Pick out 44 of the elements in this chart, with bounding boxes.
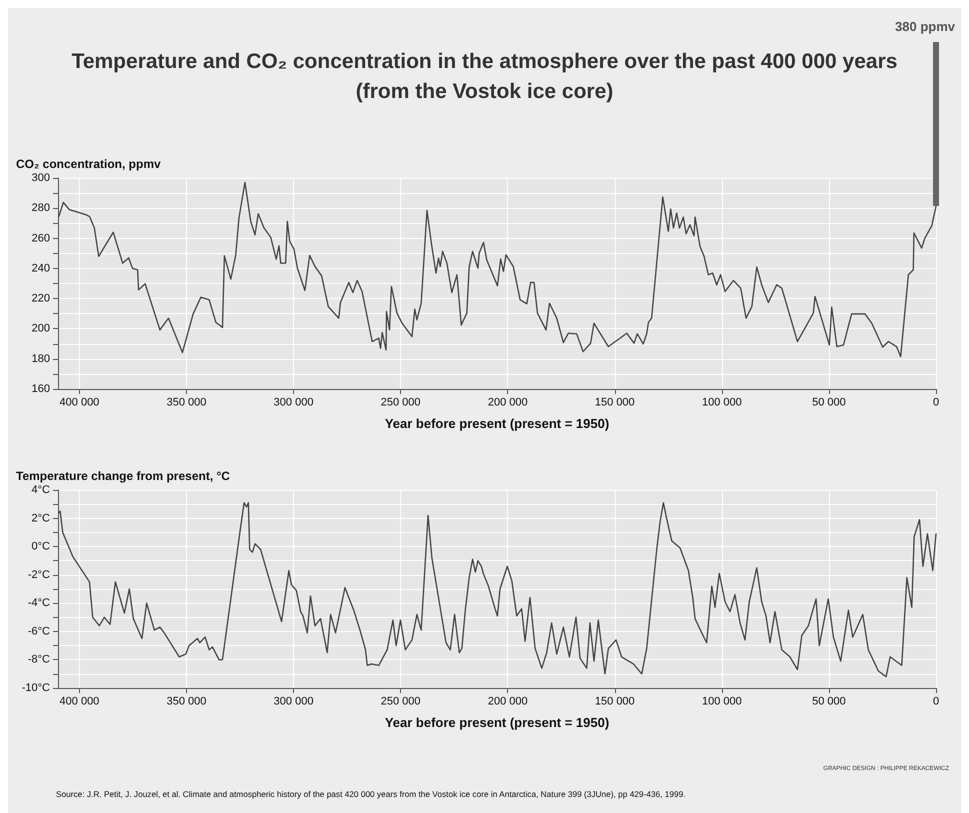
- x-tick-label: 100 000: [702, 696, 742, 708]
- y-tick-label: 2°C: [32, 512, 50, 524]
- x-tick-label: 350 000: [166, 696, 206, 708]
- chart-subtitle: (from the Vostok ice core): [356, 80, 614, 103]
- y-tick-label: 280: [32, 202, 50, 214]
- y-tick-label: 180: [32, 352, 50, 365]
- y-tick-label: 300: [32, 172, 50, 184]
- chart-title: Temperature and CO₂ concentration in the atmosphere over the past 400 000 years: [72, 50, 898, 73]
- y-tick-label: 160: [32, 383, 50, 395]
- y-tick-label: 4°C: [32, 484, 50, 496]
- x-tick-label: 250 000: [380, 696, 421, 708]
- x-tick-label: 150 000: [594, 396, 635, 408]
- x-tick-label: 200 000: [488, 396, 528, 408]
- x-tick-label: 50 000: [812, 696, 846, 708]
- x-tick-label: 250 000: [380, 396, 421, 408]
- x-axis-title: Year before present (present = 1950): [384, 715, 610, 730]
- x-tick-label: 400 000: [60, 696, 100, 708]
- y-tick-label: 0°C: [32, 540, 50, 553]
- x-tick-label: 100 000: [702, 396, 742, 408]
- x-tick-label: 300 000: [274, 696, 314, 708]
- source-note: Source: J.R. Petit, J. Jouzel, et al. Climate and atmospheric history of the past 420 000 years from the Vostok ice core in Antarctica, Nature 399 (3JUne), pp 429-436, 1999.: [56, 789, 686, 799]
- x-tick-label: 0: [932, 396, 940, 408]
- y-axis-title: CO₂ concentration, ppmv: [16, 157, 162, 171]
- y-tick-label: -4°C: [28, 597, 50, 610]
- y-tick-label: -8°C: [28, 654, 50, 666]
- x-tick-label: 200 000: [488, 696, 528, 708]
- y-tick-label: 220: [32, 292, 50, 305]
- x-tick-label: 300 000: [274, 396, 314, 408]
- x-tick-label: 400 000: [60, 396, 100, 408]
- y-tick-label: -10°C: [22, 682, 50, 694]
- line-series: [58, 182, 937, 358]
- y-tick-label: -2°C: [28, 568, 50, 581]
- text: 380 ppmv: [895, 19, 956, 34]
- x-tick-label: 0: [932, 696, 940, 708]
- y-axis-title: Temperature change from present, °C: [16, 469, 230, 483]
- x-tick-label: 50 000: [812, 396, 846, 408]
- y-tick-label: 200: [32, 322, 50, 335]
- y-tick-label: 240: [32, 262, 50, 274]
- x-tick-label: 150 000: [594, 696, 635, 708]
- x-axis-title: Year before present (present = 1950): [384, 416, 610, 431]
- y-tick-label: -6°C: [28, 625, 50, 638]
- line-series: [58, 502, 937, 678]
- y-tick-label: 260: [32, 232, 50, 244]
- x-tick-label: 350 000: [166, 396, 206, 408]
